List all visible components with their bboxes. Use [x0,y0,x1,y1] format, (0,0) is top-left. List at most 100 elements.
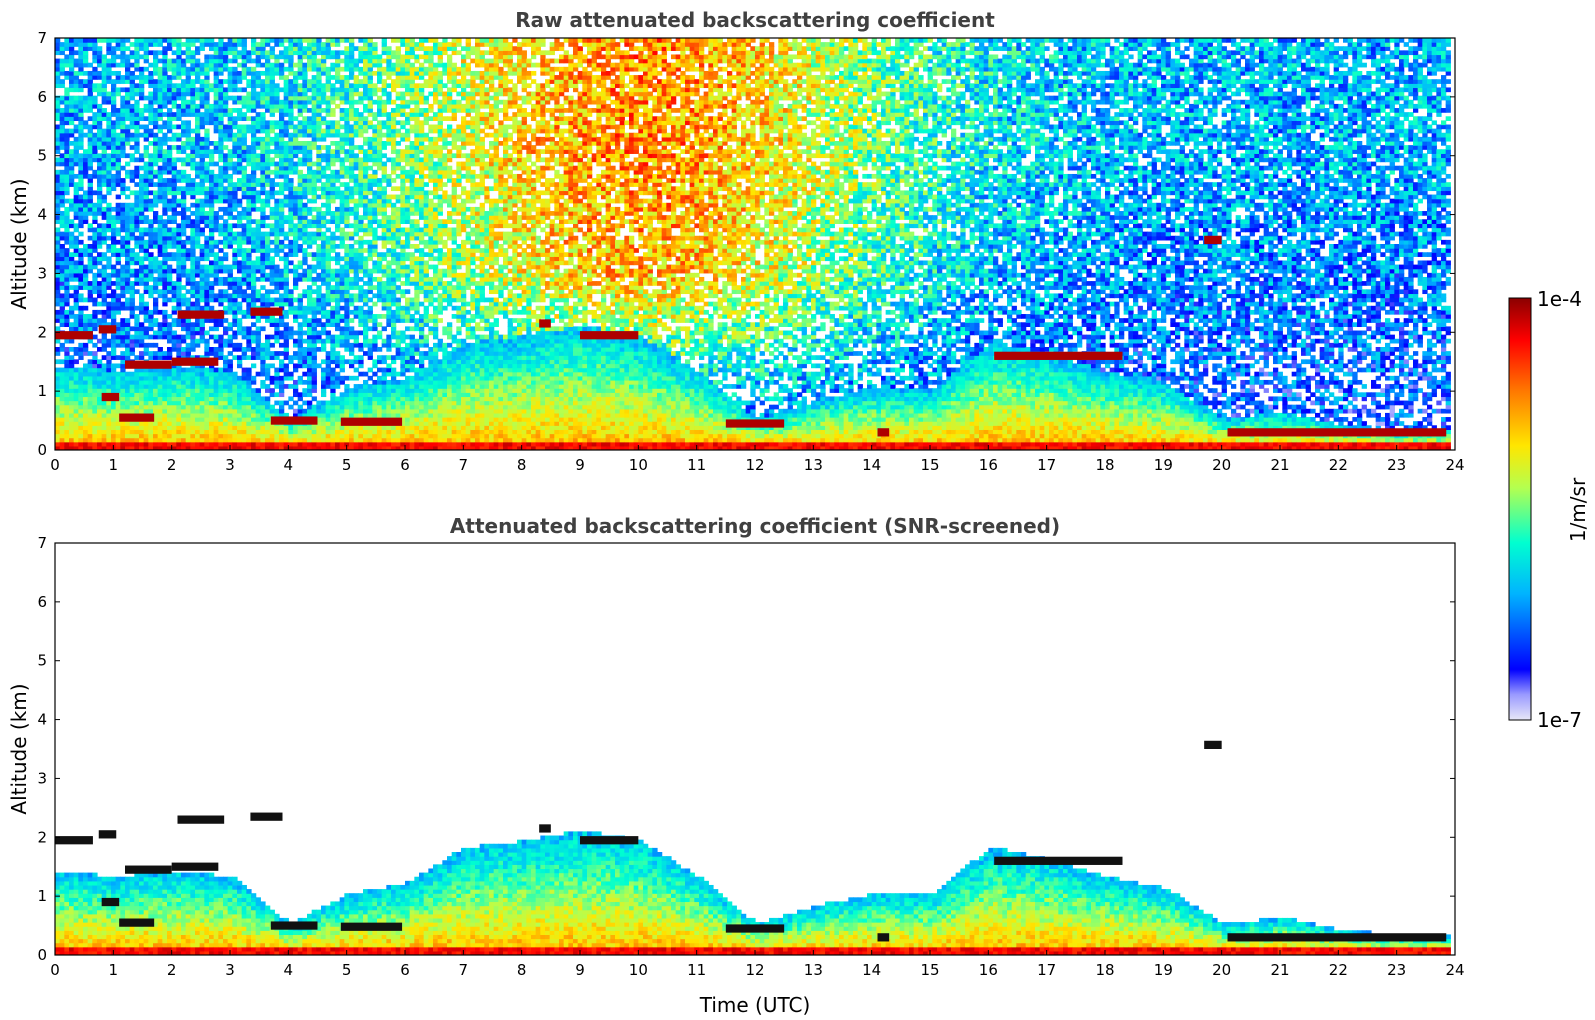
x-tick-label: 2 [167,961,177,979]
y-tick-label: 0 [37,946,47,964]
x-tick-label: 22 [1329,961,1348,979]
y-tick-label: 3 [37,769,47,787]
cloud-layer-12 [725,419,785,428]
x-tick-label: 23 [1387,456,1406,474]
x-tick-label: 7 [459,961,469,979]
y-tick-label: 7 [37,534,47,552]
cloud-layer-15 [1204,740,1222,749]
cloud-layer-7 [250,307,283,316]
cloud-layer-1 [98,830,117,839]
x-tick-label: 12 [745,456,764,474]
y-tick-label: 3 [37,264,47,282]
x-tick-label: 24 [1445,961,1464,979]
cloud-layer-14 [994,856,1123,865]
cloud-layer-9 [340,417,403,426]
x-tick-label: 9 [575,456,585,474]
x-tick-label: 9 [575,961,585,979]
x-tick-label: 16 [979,961,998,979]
x-tick-label: 0 [50,456,60,474]
cloud-layer-0 [55,331,93,340]
colorbar: 1e-4 1e-7 1/m/sr [1508,287,1590,732]
x-tick-label: 8 [517,961,527,979]
x-tick-label: 19 [1154,961,1173,979]
panel-raw: Raw attenuated backscattering coefficien… [7,8,1465,474]
x-tick-label: 5 [342,456,352,474]
cloud-layer-16 [1227,933,1447,942]
y-tick-label: 0 [37,441,47,459]
panel2-xticks: 0 1 2 3 4 5 6 7 8 9 10 11 12 13 14 15 16 17 18 19 20 21 22 23 24 [50,950,1465,979]
panel1-heatmap [55,38,1451,450]
panel1-yticks: 0 1 2 3 4 5 6 7 [37,29,1455,459]
cloud-layer-11 [580,836,639,845]
panel2-xlabel: Time (UTC) [699,993,811,1017]
cloud-layer-10 [539,824,551,833]
x-tick-label: 8 [517,456,527,474]
x-tick-label: 13 [804,456,823,474]
colorbar-unit-label: 1/m/sr [1566,477,1590,542]
x-tick-label: 1 [109,961,119,979]
x-tick-label: 12 [745,961,764,979]
x-tick-label: 21 [1270,961,1289,979]
cloud-layer-16 [1227,428,1447,437]
colorbar-min-label: 1e-7 [1537,708,1582,732]
cloud-layer-6 [177,310,225,319]
x-tick-label: 0 [50,961,60,979]
y-tick-label: 4 [37,206,47,224]
x-tick-label: 6 [400,961,410,979]
panel2-title: Attenuated backscattering coefficient (S… [450,514,1060,538]
x-tick-label: 23 [1387,961,1406,979]
x-tick-label: 17 [1037,961,1056,979]
x-tick-label: 3 [225,961,235,979]
x-tick-label: 22 [1329,456,1348,474]
panel1-xticks: 0 1 2 3 4 5 6 7 8 9 10 11 12 13 14 15 16 17 18 19 20 21 22 23 24 [50,445,1465,474]
x-tick-label: 20 [1212,961,1231,979]
cloud-layer-9 [340,922,403,931]
y-tick-label: 1 [37,382,47,400]
x-tick-label: 14 [862,961,881,979]
x-tick-label: 15 [920,456,939,474]
x-tick-label: 20 [1212,456,1231,474]
cloud-layer-8 [270,416,318,425]
x-tick-label: 13 [804,961,823,979]
cloud-layer-0 [55,836,93,845]
cloud-layer-3 [119,918,155,927]
y-tick-label: 2 [37,323,47,341]
panel1-ylabel: Altitude (km) [7,178,31,309]
x-tick-label: 24 [1445,456,1464,474]
cloud-layer-14 [994,351,1123,360]
panel2-frame [54,542,1456,956]
cloud-layer-15 [1204,235,1222,244]
cloud-layer-10 [539,319,551,328]
x-tick-label: 4 [284,961,294,979]
cloud-layer-2 [101,897,120,907]
cloud-layer-11 [580,331,639,340]
x-tick-label: 15 [920,961,939,979]
x-tick-label: 11 [687,961,706,979]
y-tick-label: 5 [37,147,47,165]
panel1-title: Raw attenuated backscattering coefficien… [515,8,995,32]
x-tick-label: 10 [629,961,648,979]
cloud-layer-4 [125,865,172,874]
cloud-layer-8 [270,921,318,930]
cloud-layer-2 [101,392,120,402]
x-tick-label: 10 [629,456,648,474]
x-tick-label: 16 [979,456,998,474]
panel2-heatmap [55,740,1451,955]
y-tick-label: 2 [37,828,47,846]
colorbar-gradient [1508,297,1532,721]
cloud-layer-7 [250,812,283,821]
x-tick-label: 2 [167,456,177,474]
x-tick-label: 19 [1154,456,1173,474]
x-tick-label: 11 [687,456,706,474]
x-tick-label: 4 [284,456,294,474]
x-tick-label: 14 [862,456,881,474]
panel2-yticks: 0 1 2 3 4 5 6 7 [37,534,1455,964]
y-tick-label: 4 [37,711,47,729]
x-tick-label: 6 [400,456,410,474]
y-tick-label: 6 [37,88,47,106]
y-tick-label: 6 [37,593,47,611]
x-tick-label: 18 [1095,961,1114,979]
x-tick-label: 17 [1037,456,1056,474]
cloud-layer-5 [171,862,219,871]
x-tick-label: 1 [109,456,119,474]
